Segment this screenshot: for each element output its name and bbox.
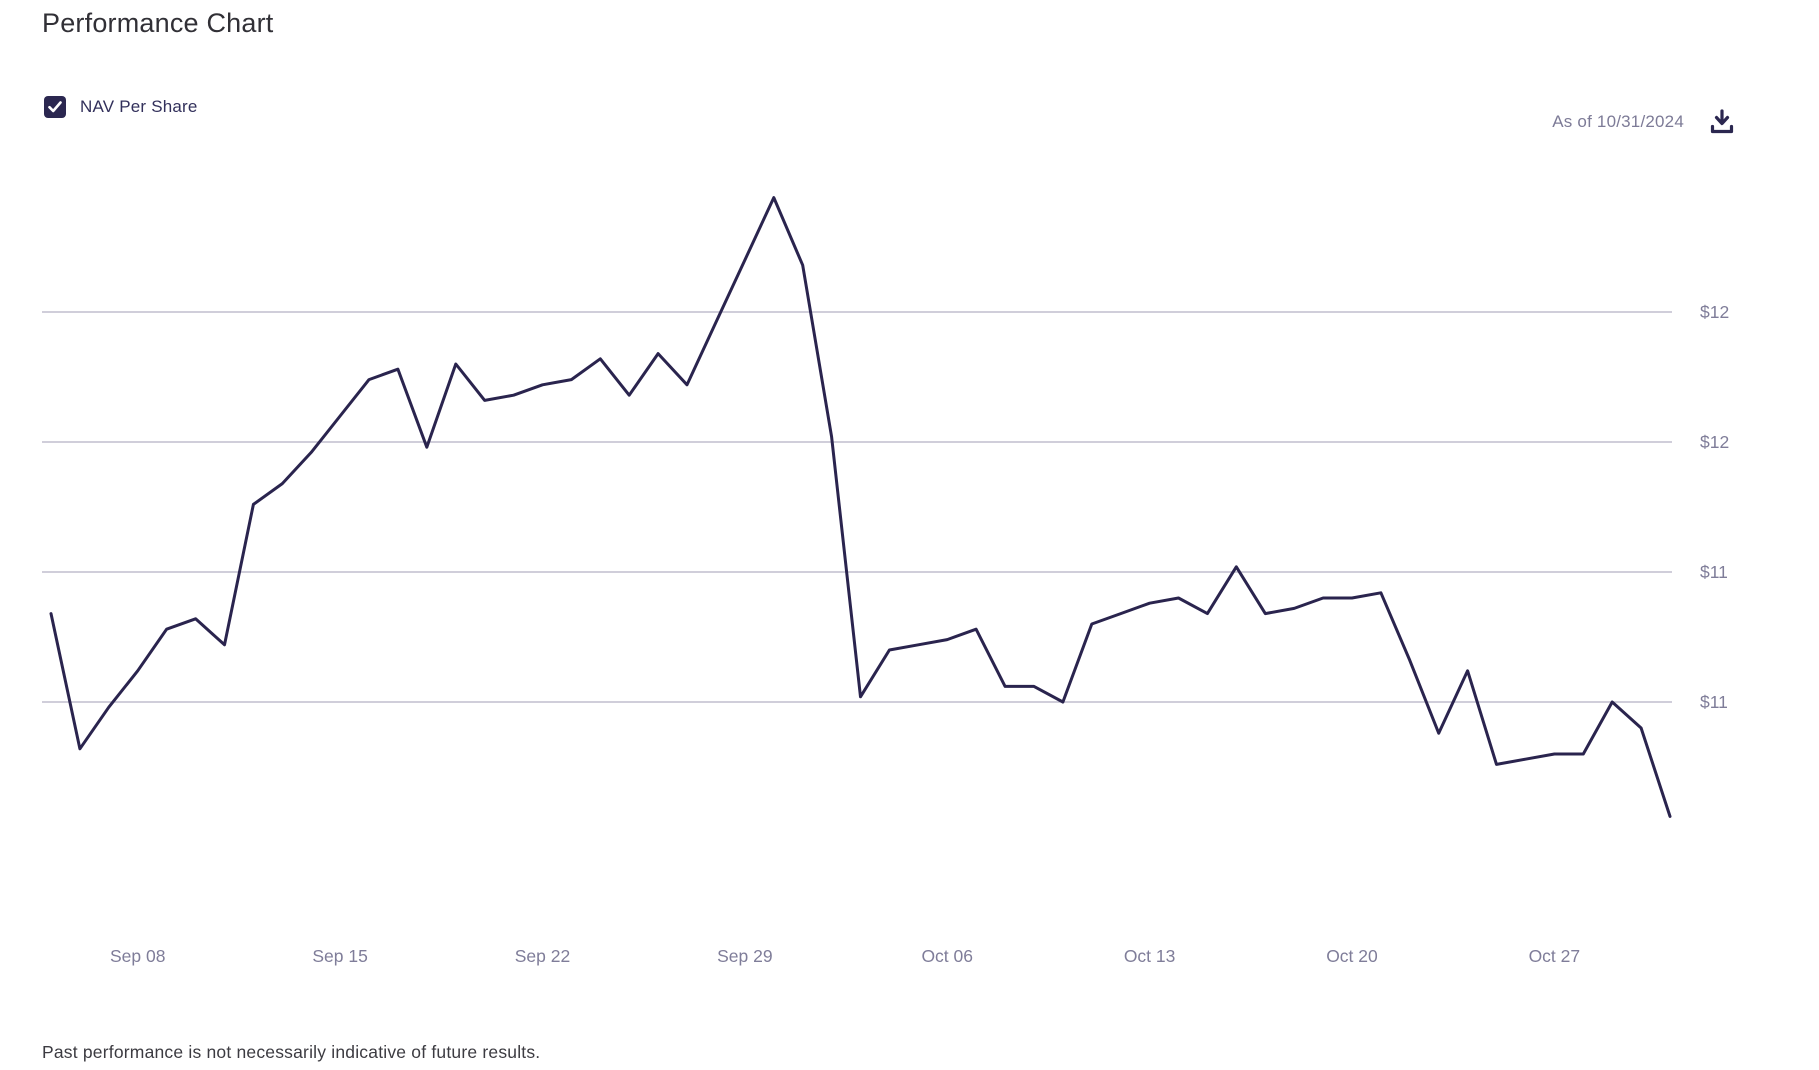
nav-per-share-line: [49, 196, 1672, 818]
x-axis-tick-label: Oct 06: [921, 946, 973, 966]
x-axis-tick-label: Sep 08: [110, 946, 165, 966]
as-of-date-text: As of 10/31/2024: [1552, 112, 1684, 131]
y-axis-tick-label: $11: [1700, 692, 1728, 712]
y-axis-tick-label: $11: [1700, 562, 1728, 582]
x-axis-tick-label: Oct 20: [1326, 946, 1378, 966]
download-icon: [1707, 107, 1737, 137]
x-axis-tick-label: Sep 22: [515, 946, 570, 966]
x-axis-tick-label: Oct 27: [1529, 946, 1581, 966]
checkmark-icon: [48, 101, 62, 113]
x-axis-tick-label: Oct 13: [1124, 946, 1176, 966]
legend-label: NAV Per Share: [80, 97, 198, 116]
download-button[interactable]: [1706, 106, 1738, 138]
disclaimer-text: Past performance is not necessarily indi…: [42, 1042, 541, 1062]
as-of-row: As of 10/31/2024: [1552, 100, 1738, 144]
y-axis-tick-label: $12: [1700, 302, 1729, 322]
x-axis-tick-label: Sep 29: [717, 946, 772, 966]
y-axis-tick-label: $12: [1700, 432, 1729, 452]
legend-item-nav-per-share[interactable]: NAV Per Share: [44, 95, 198, 119]
page-title: Performance Chart: [42, 8, 274, 38]
x-axis-tick-label: Sep 15: [312, 946, 367, 966]
nav-per-share-checkbox[interactable]: [44, 96, 66, 118]
